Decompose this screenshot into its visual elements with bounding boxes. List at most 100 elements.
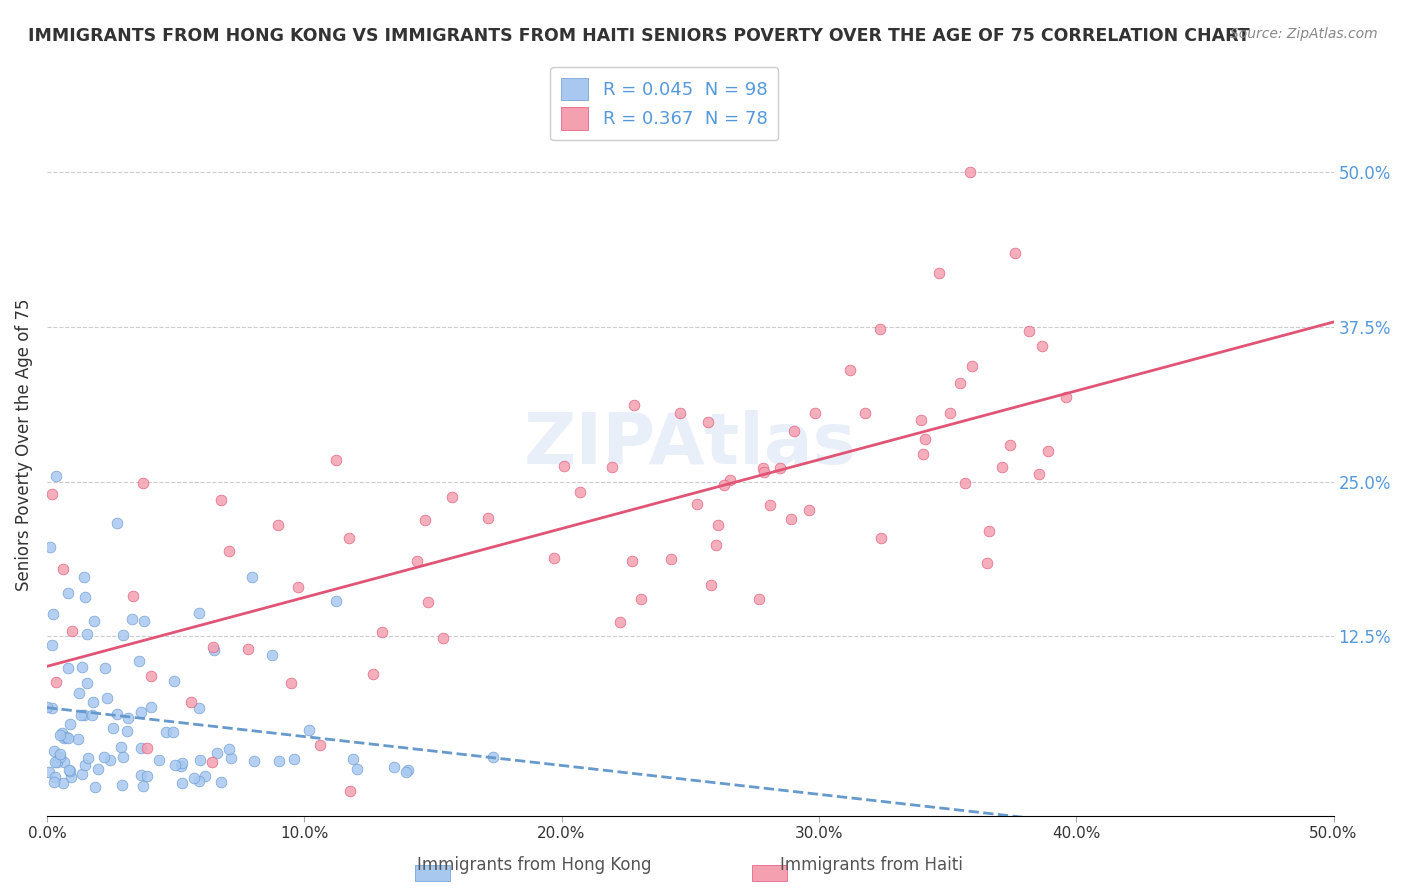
Point bbox=[991, 459, 1014, 474]
Point bbox=[41, 701, 63, 715]
Point bbox=[569, 484, 592, 499]
Point bbox=[44, 770, 66, 784]
Point bbox=[69, 686, 91, 700]
Point bbox=[101, 721, 124, 735]
Point bbox=[49, 750, 72, 764]
Point bbox=[82, 707, 104, 722]
Point bbox=[129, 768, 152, 782]
Point bbox=[853, 406, 876, 420]
Point bbox=[42, 775, 65, 789]
Point bbox=[202, 643, 225, 657]
Point bbox=[287, 580, 309, 594]
Point bbox=[134, 614, 156, 628]
Point bbox=[132, 780, 155, 794]
Point bbox=[132, 475, 155, 490]
Point bbox=[183, 771, 205, 785]
Point bbox=[609, 615, 631, 629]
Text: Immigrants from Hong Kong: Immigrants from Hong Kong bbox=[418, 856, 651, 874]
Point bbox=[202, 640, 225, 654]
Point bbox=[83, 614, 105, 628]
Point bbox=[669, 406, 692, 420]
Point bbox=[69, 708, 91, 723]
Point bbox=[280, 675, 302, 690]
Point bbox=[371, 624, 394, 639]
Point bbox=[718, 474, 741, 488]
Point bbox=[415, 513, 437, 527]
Point bbox=[949, 376, 972, 391]
Point bbox=[240, 570, 263, 584]
Point bbox=[685, 497, 707, 511]
Text: Immigrants from Haiti: Immigrants from Haiti bbox=[780, 856, 963, 874]
Point bbox=[84, 780, 107, 794]
Y-axis label: Seniors Poverty Over the Age of 75: Seniors Poverty Over the Age of 75 bbox=[15, 298, 32, 591]
Point bbox=[976, 557, 998, 571]
Point bbox=[342, 752, 364, 766]
Point bbox=[148, 753, 170, 767]
Point bbox=[53, 756, 76, 770]
Point bbox=[111, 750, 134, 764]
Point bbox=[928, 266, 950, 280]
Point bbox=[190, 753, 212, 767]
Point bbox=[396, 763, 419, 777]
Point bbox=[1054, 390, 1077, 404]
Point bbox=[779, 512, 801, 526]
Point bbox=[752, 461, 775, 475]
Point bbox=[42, 744, 65, 758]
Point bbox=[298, 723, 321, 737]
Point bbox=[38, 764, 60, 779]
Point bbox=[1018, 324, 1040, 338]
Point bbox=[52, 562, 75, 576]
Point bbox=[325, 594, 347, 608]
Point bbox=[623, 398, 645, 412]
Point bbox=[58, 763, 80, 777]
Point bbox=[630, 592, 652, 607]
Point bbox=[170, 756, 193, 771]
Point bbox=[959, 165, 981, 179]
Point bbox=[76, 676, 98, 690]
Point bbox=[129, 705, 152, 719]
Point bbox=[910, 413, 932, 427]
Point bbox=[432, 632, 454, 646]
Point bbox=[44, 755, 66, 769]
Point bbox=[180, 695, 202, 709]
Point bbox=[56, 731, 79, 746]
Point bbox=[308, 739, 330, 753]
Point bbox=[953, 476, 976, 491]
Point bbox=[162, 673, 184, 688]
Point bbox=[39, 541, 62, 555]
Point bbox=[46, 755, 69, 769]
Point bbox=[1038, 444, 1060, 458]
Point bbox=[620, 554, 643, 568]
Point bbox=[553, 459, 575, 474]
Point bbox=[914, 432, 936, 446]
Point bbox=[283, 752, 305, 766]
Point bbox=[769, 461, 792, 475]
Point bbox=[700, 578, 723, 592]
Point bbox=[96, 691, 118, 706]
Point bbox=[66, 731, 89, 746]
Point bbox=[105, 706, 128, 721]
Point bbox=[416, 595, 439, 609]
Point bbox=[1028, 467, 1050, 481]
Point bbox=[131, 740, 153, 755]
Point bbox=[117, 711, 139, 725]
Point bbox=[122, 589, 145, 603]
Point bbox=[141, 669, 163, 683]
Point bbox=[136, 769, 159, 783]
Point bbox=[187, 607, 209, 621]
Point bbox=[209, 492, 232, 507]
Point bbox=[111, 778, 134, 792]
Point bbox=[218, 742, 240, 756]
Point bbox=[704, 537, 727, 551]
Point bbox=[94, 661, 117, 675]
Point bbox=[406, 554, 429, 568]
Point bbox=[477, 510, 499, 524]
Point bbox=[42, 607, 65, 621]
Point bbox=[799, 503, 821, 517]
Point bbox=[188, 774, 211, 789]
Point bbox=[121, 611, 143, 625]
Point bbox=[194, 769, 217, 783]
Point bbox=[267, 754, 290, 768]
Point bbox=[86, 762, 108, 776]
Point bbox=[60, 770, 83, 784]
